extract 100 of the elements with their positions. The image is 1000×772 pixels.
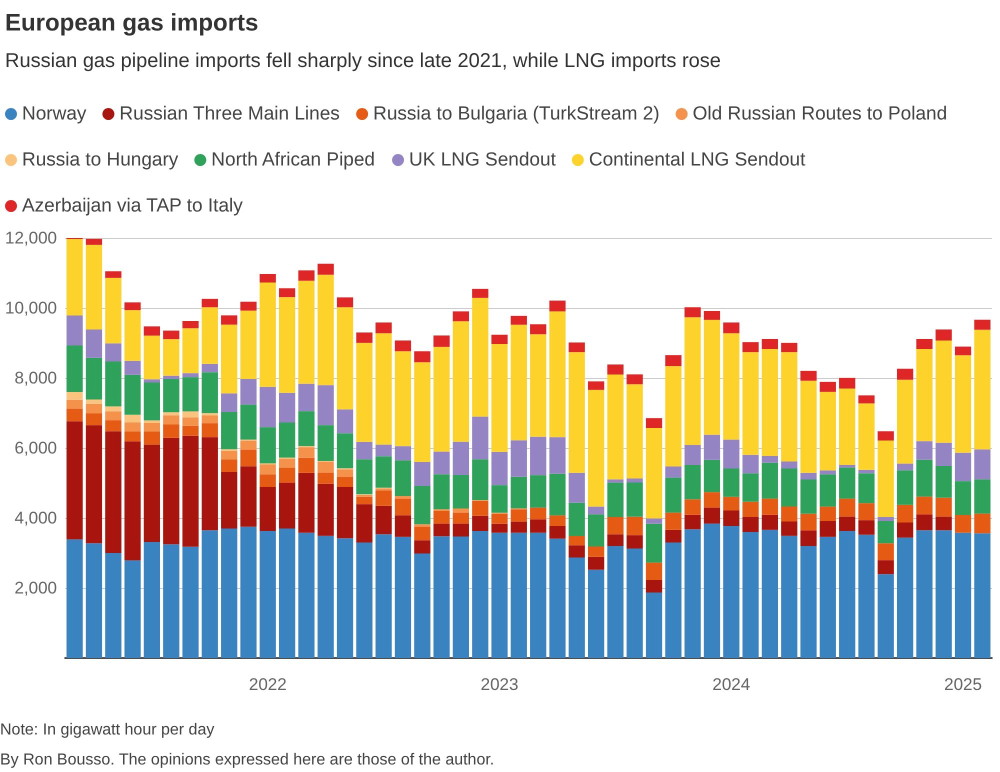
- bar: [86, 413, 102, 426]
- bar: [298, 447, 315, 458]
- bar: [260, 530, 276, 658]
- bar: [704, 434, 720, 460]
- bar: [394, 446, 412, 460]
- bar: [684, 514, 701, 530]
- bar: [278, 482, 296, 528]
- bar: [336, 307, 354, 410]
- bar: [646, 524, 662, 563]
- bar: [376, 506, 392, 534]
- bar: [336, 297, 354, 308]
- bar: [781, 352, 798, 462]
- bar: [182, 417, 199, 426]
- bar: [820, 520, 836, 537]
- bar: [221, 450, 238, 460]
- bar: [646, 562, 662, 580]
- bar: [568, 342, 585, 352]
- bar: [839, 468, 856, 499]
- bar: [240, 450, 257, 466]
- bar: [646, 428, 662, 519]
- bar: [954, 532, 972, 658]
- bar: [839, 516, 856, 531]
- bar: [878, 440, 894, 517]
- bar: [202, 307, 218, 364]
- bar: [336, 538, 354, 658]
- bar: [472, 298, 488, 417]
- bar: [936, 498, 952, 517]
- bar: [144, 542, 160, 658]
- y-tick-label: 6,000: [14, 438, 57, 458]
- bar: [318, 425, 334, 461]
- bar: [781, 342, 798, 352]
- bar: [588, 390, 604, 507]
- bar: [452, 442, 470, 475]
- x-tick-label: 2022: [248, 675, 287, 694]
- bar: [298, 458, 315, 473]
- bar: [278, 422, 296, 458]
- bar: [376, 444, 392, 456]
- bar: [549, 311, 566, 438]
- bar: [858, 403, 875, 470]
- bar: [433, 474, 450, 510]
- bar: [163, 412, 180, 416]
- bar: [665, 466, 682, 478]
- bar: [66, 392, 83, 400]
- bar: [221, 459, 238, 472]
- bar: [278, 288, 296, 298]
- bar: [588, 381, 604, 390]
- bar: [800, 480, 817, 514]
- bar: [163, 376, 180, 380]
- bar: [781, 468, 798, 506]
- bar: [163, 424, 180, 438]
- bar: [260, 386, 276, 428]
- bar: [723, 496, 740, 510]
- bar: [86, 330, 102, 358]
- bar: [163, 339, 180, 376]
- bar: [66, 400, 83, 409]
- bar: [742, 342, 759, 352]
- bar: [510, 440, 527, 477]
- legend-label: Russian Three Main Lines: [119, 104, 340, 124]
- bar: [124, 441, 141, 560]
- bar: [530, 324, 546, 334]
- bar: [742, 473, 759, 502]
- bar: [781, 536, 798, 658]
- bar: [298, 384, 315, 412]
- bar: [318, 274, 334, 386]
- legend-label: Russia to Hungary: [22, 150, 179, 170]
- bar: [704, 460, 720, 492]
- bar: [376, 333, 392, 445]
- bar: [568, 536, 585, 546]
- bar: [202, 372, 218, 414]
- bar: [66, 316, 83, 346]
- bar: [607, 374, 624, 480]
- legend-label: Continental LNG Sendout: [588, 150, 806, 170]
- bar: [646, 592, 662, 658]
- bar: [762, 462, 778, 499]
- bar: [260, 474, 276, 488]
- text: By Ron Bousso. The opinions expressed here are those of the author.: [0, 752, 494, 768]
- legend-label: Old Russian Routes to Poland: [692, 104, 948, 124]
- bar: [105, 343, 122, 362]
- bar: [202, 415, 218, 424]
- bar: [472, 500, 488, 516]
- bar: [781, 522, 798, 536]
- bar: [491, 452, 508, 486]
- bar: [954, 346, 972, 356]
- bar: [954, 515, 972, 533]
- bar: [124, 360, 141, 375]
- bar: [878, 543, 894, 560]
- bar: [530, 475, 546, 508]
- bar: [800, 546, 817, 658]
- chart-subtitle: Russian gas pipeline imports fell sharply since late 2021, while LNG imports rose: [5, 50, 721, 72]
- bar: [452, 474, 470, 509]
- bar: [800, 380, 817, 473]
- bar: [356, 342, 372, 442]
- bar: [260, 427, 276, 464]
- bar: [858, 534, 875, 658]
- bar: [278, 392, 296, 422]
- bar: [202, 298, 218, 308]
- bar: [916, 441, 933, 460]
- bar: [414, 351, 430, 362]
- bar: [163, 544, 180, 658]
- bar: [954, 481, 972, 516]
